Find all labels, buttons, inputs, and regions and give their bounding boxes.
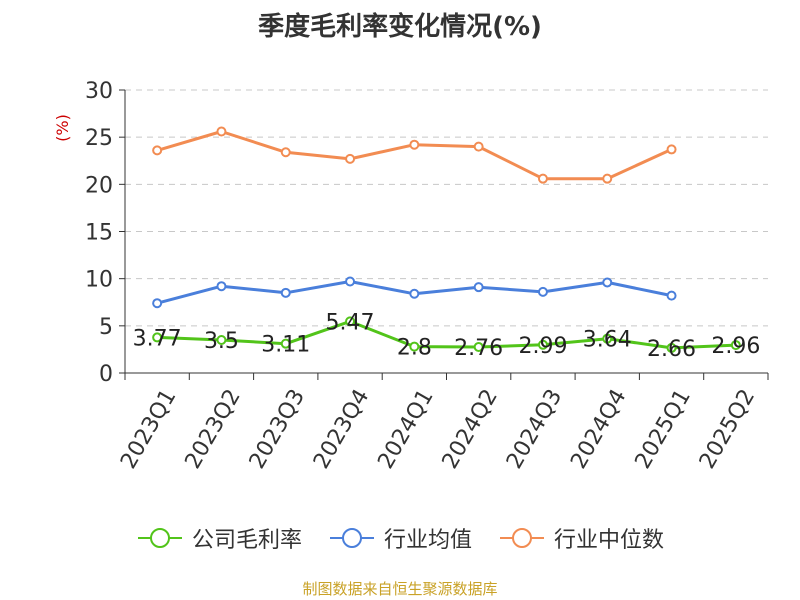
data-point — [666, 290, 677, 301]
x-tick-label: 2023Q4 — [309, 385, 374, 473]
series-2 — [152, 126, 677, 184]
data-point — [666, 144, 677, 155]
data-point — [345, 153, 356, 164]
gridlines — [125, 89, 768, 327]
data-point — [152, 298, 163, 309]
legend-line-marker-icon — [500, 528, 544, 548]
data-point — [473, 141, 484, 152]
series-1 — [152, 276, 677, 309]
data-label: 2.8 — [397, 336, 432, 361]
data-point — [730, 340, 741, 351]
data-label: 3.5 — [204, 329, 239, 354]
y-tick-label: 25 — [85, 126, 113, 151]
data-label: 2.76 — [454, 336, 503, 361]
data-point — [666, 342, 677, 353]
x-tick-label: 2024Q3 — [502, 385, 567, 473]
y-axis-title: (%) — [53, 114, 72, 142]
data-labels: 3.77 3.5 3.11 5.47 2.8 2.76 2.99 3.64 2.66 2.96 — [133, 310, 761, 362]
data-point — [537, 286, 548, 297]
data-point — [216, 334, 227, 345]
data-point — [602, 173, 613, 184]
data-label: 2.66 — [647, 337, 696, 362]
data-point — [280, 287, 291, 298]
data-point — [537, 339, 548, 350]
y-tick-label: 0 — [99, 362, 113, 387]
data-point — [473, 341, 484, 352]
x-tick-label: 2023Q3 — [245, 385, 310, 473]
source-note: 制图数据来自恒生聚源数据库 — [302, 580, 498, 598]
axes: 051015202530(%)2023Q12023Q22023Q32023Q42… — [53, 79, 769, 473]
series-lines — [152, 126, 741, 353]
data-point — [216, 126, 227, 137]
data-point — [409, 288, 420, 299]
x-tick-label: 2025Q1 — [631, 385, 696, 473]
legend-label: 行业均值 — [383, 528, 472, 553]
data-point — [602, 277, 613, 288]
y-tick-label: 10 — [85, 268, 113, 293]
data-point — [216, 281, 227, 292]
data-label: 2.99 — [518, 334, 567, 359]
data-point — [409, 341, 420, 352]
legend-line-marker-icon — [329, 528, 374, 548]
series-line — [157, 319, 736, 350]
x-tick-label: 2023Q2 — [181, 385, 246, 473]
legend: 公司毛利率 行业均值 行业中位数 — [0, 520, 800, 556]
data-label: 3.64 — [583, 328, 632, 353]
data-point — [473, 282, 484, 293]
data-point — [409, 139, 420, 150]
x-tick-label: 2024Q1 — [373, 385, 438, 473]
data-label: 5.47 — [326, 310, 375, 335]
y-tick-label: 5 — [99, 315, 113, 340]
x-tick-label: 2024Q2 — [438, 385, 503, 473]
legend-label: 行业中位数 — [554, 528, 665, 553]
series-0 — [152, 316, 741, 353]
data-point — [345, 316, 356, 327]
series-line — [156, 130, 673, 181]
data-label: 3.77 — [133, 326, 182, 351]
data-point — [537, 173, 548, 184]
legend-line-marker-icon — [137, 528, 182, 548]
y-tick-label: 30 — [85, 79, 113, 104]
data-label: 3.11 — [261, 333, 310, 358]
data-point — [602, 333, 613, 344]
data-point — [280, 147, 291, 158]
legend-item[interactable]: 行业均值 — [328, 522, 472, 554]
x-tick-label: 2024Q4 — [566, 385, 631, 473]
data-point — [152, 145, 163, 156]
chart-title: 季度毛利率变化情况(%) — [258, 12, 542, 42]
data-point — [280, 338, 291, 349]
legend-label: 公司毛利率 — [191, 528, 302, 553]
y-tick-label: 20 — [85, 173, 113, 198]
legend-item[interactable]: 行业中位数 — [498, 522, 664, 554]
legend-marker — [512, 528, 532, 548]
x-tick-label: 2025Q2 — [695, 385, 760, 473]
x-tick-label: 2023Q1 — [116, 385, 181, 473]
legend-marker — [149, 528, 170, 548]
legend-marker — [341, 528, 362, 548]
data-label: 2.96 — [711, 334, 760, 359]
legend-item[interactable]: 公司毛利率 — [136, 522, 302, 554]
y-tick-label: 15 — [85, 221, 113, 246]
data-point — [345, 276, 356, 287]
data-point — [152, 332, 163, 343]
